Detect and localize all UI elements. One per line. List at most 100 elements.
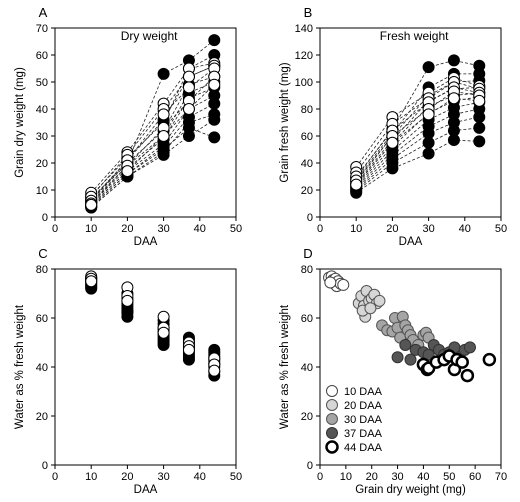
x-tick-label: 50 <box>230 223 242 235</box>
x-tick-label: 40 <box>194 471 206 483</box>
y-tick-label: 60 <box>301 131 313 143</box>
y-tick-label: 40 <box>301 158 313 170</box>
x-axis-label: DAA <box>134 484 158 496</box>
y-tick-label: 70 <box>36 23 48 35</box>
x-tick-label: 0 <box>52 223 58 235</box>
legend-marker <box>325 440 339 454</box>
y-tick-label: 20 <box>36 158 48 170</box>
data-point-filled <box>182 121 195 134</box>
x-tick-label: 30 <box>391 471 403 483</box>
panel-letter: D <box>303 246 312 261</box>
data-point-filled <box>121 310 134 323</box>
legend-marker <box>326 413 338 425</box>
series-line <box>355 87 480 184</box>
data-point-20-daa <box>373 294 386 307</box>
data-point-open <box>447 92 460 105</box>
series-line <box>90 84 215 206</box>
x-tick-label: 10 <box>85 471 97 483</box>
data-point-10-daa <box>337 278 350 291</box>
y-tick-label: 60 <box>36 50 48 62</box>
y-tick-label: 40 <box>36 104 48 116</box>
x-axis-label: DAA <box>399 236 423 248</box>
data-point-filled <box>447 54 460 67</box>
x-tick-label: 10 <box>85 223 97 235</box>
y-axis-label: Grain dry weight (mg) <box>14 67 26 178</box>
data-point-open <box>386 136 399 149</box>
data-point-open <box>208 364 221 377</box>
series-line <box>355 81 480 173</box>
data-point-open <box>350 178 363 191</box>
x-tick-label: 10 <box>350 223 362 235</box>
plot-frame <box>54 27 237 218</box>
series-line <box>90 39 215 199</box>
data-point-open <box>157 326 170 339</box>
data-point-open <box>182 70 195 83</box>
panel-d: 0 10 20 30 40 50 60 70 0 20 40 60 80 Grain dry weight… <box>279 246 507 496</box>
x-tick-label: 30 <box>157 471 169 483</box>
y-tick-label: 80 <box>301 264 313 276</box>
y-tick-label: 20 <box>301 185 313 197</box>
series-line <box>90 62 215 193</box>
y-axis-label: Water as % fresh weight <box>14 304 26 429</box>
series-line <box>355 59 480 179</box>
x-tick-label: 40 <box>459 223 471 235</box>
data-point-37-daa <box>399 338 412 351</box>
data-point-filled <box>208 113 221 126</box>
y-tick-label: 10 <box>36 185 48 197</box>
data-point-open <box>157 130 170 142</box>
series-line <box>90 119 215 208</box>
panel-letter: C <box>38 246 47 261</box>
x-tick-label: 50 <box>495 223 507 235</box>
x-tick-label: 20 <box>121 223 133 235</box>
y-tick-label: 60 <box>36 313 48 325</box>
series-line <box>90 54 215 196</box>
data-point-filled <box>422 61 435 74</box>
legend-marker <box>326 385 338 397</box>
data-point-44-daa <box>455 355 469 369</box>
legend: 10 DAA 20 DAA 30 DAA 37 DAA 44 DAA <box>325 385 383 454</box>
panel-letter: B <box>304 5 313 20</box>
data-point-open <box>422 108 435 121</box>
y-axis-label: Water as % fresh weight <box>279 304 291 429</box>
x-tick-label: 70 <box>495 471 507 483</box>
y-tick-label: 60 <box>301 313 313 325</box>
data-point-filled <box>473 121 486 134</box>
legend-label: 20 DAA <box>344 400 383 412</box>
x-tick-label: 30 <box>422 223 434 235</box>
y-axis-label: Grain fresh weight (mg) <box>279 62 291 182</box>
x-tick-label: 40 <box>194 223 206 235</box>
data-point-open <box>121 165 134 178</box>
series-line <box>90 87 215 204</box>
x-tick-label: 10 <box>340 471 352 483</box>
x-tick-label: 30 <box>157 223 169 235</box>
legend-label: 37 DAA <box>344 428 383 440</box>
y-tick-label: 0 <box>42 460 48 472</box>
series-line <box>355 101 480 188</box>
y-tick-label: 100 <box>295 77 313 89</box>
data-point-open <box>182 81 195 94</box>
series-line <box>90 95 215 206</box>
series-line <box>355 92 480 185</box>
x-tick-label: 0 <box>52 471 58 483</box>
data-point-filled <box>422 136 435 149</box>
series-line <box>355 86 480 177</box>
y-tick-label: 30 <box>36 131 48 143</box>
panel-letter: A <box>39 5 48 20</box>
data-point-filled <box>473 111 486 124</box>
series-line <box>90 81 215 203</box>
x-tick-label: 0 <box>317 471 323 483</box>
data-point-open <box>85 198 98 211</box>
x-tick-label: 20 <box>121 471 133 483</box>
data-point-filled <box>157 67 170 80</box>
data-point-open <box>157 108 170 121</box>
data-point-open <box>182 103 195 115</box>
series-line <box>90 103 215 207</box>
data-point-filled <box>422 147 435 160</box>
data-point-open <box>208 78 221 91</box>
y-tick-label: 40 <box>301 362 313 374</box>
y-tick-label: 0 <box>307 460 313 472</box>
series-line <box>355 91 480 181</box>
data-point-open <box>157 310 170 323</box>
x-axis-label: DAA <box>134 236 158 248</box>
